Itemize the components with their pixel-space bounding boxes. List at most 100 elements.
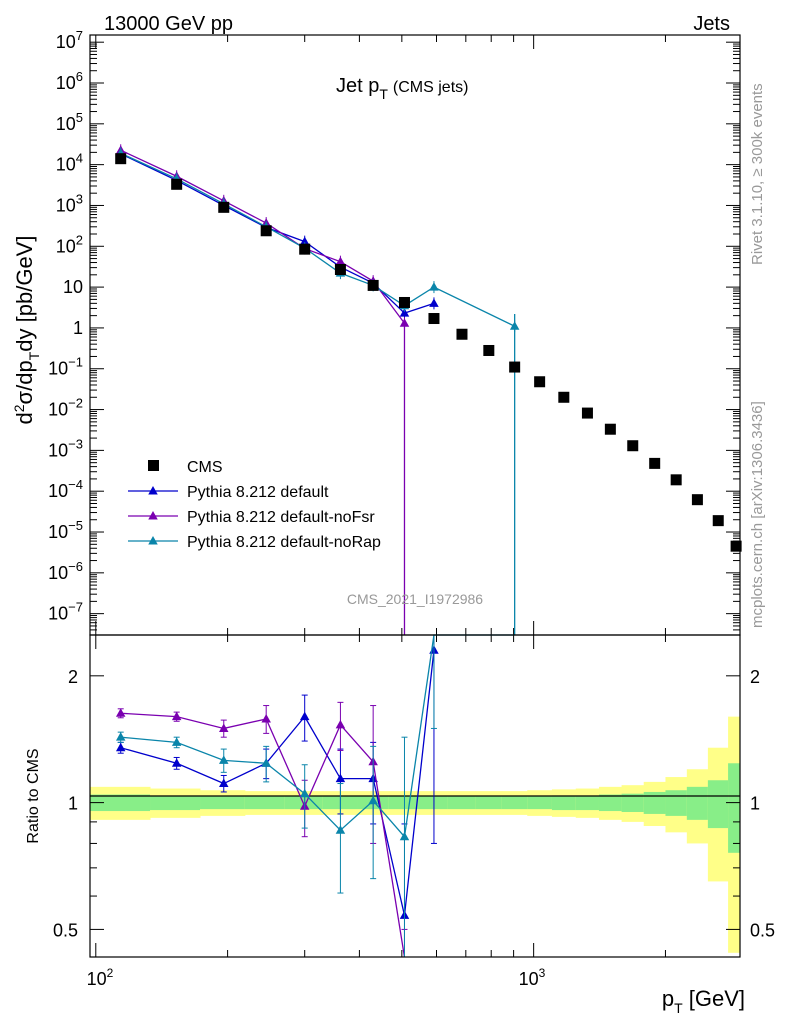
ratio-band-inner	[527, 796, 553, 810]
data-point	[428, 313, 440, 325]
ratio-point	[171, 711, 182, 721]
main-plot-panel: 10−7 10−6 10−5 10−4 10−3 10−2 10−1 1 10 102 103 104…	[48, 28, 742, 636]
ratio-band-inner	[707, 780, 729, 829]
data-point	[398, 296, 410, 308]
x-tick-label-1000: 103	[519, 966, 546, 989]
ratio-band-inner	[551, 795, 577, 811]
ratio-plot-panel: 0.5 0.5 1 1 2 2	[53, 634, 775, 958]
main-y-tick-labels: 10−7 10−6 10−5 10−4 10−3 10−2 10−1 1 10 102 103 104…	[48, 28, 83, 623]
legend-label: Pythia 8.212 default-noRap	[187, 534, 381, 551]
legend-label: Pythia 8.212 default	[187, 484, 329, 501]
main-y-tick-label: 10−2	[48, 396, 83, 420]
main-y-tick-label: 10−7	[48, 600, 83, 624]
data-point	[712, 515, 724, 527]
ratio-plot-frame	[89, 634, 741, 958]
data-point	[581, 407, 593, 419]
series-point	[335, 256, 346, 266]
main-series-layer	[115, 144, 742, 635]
ratio-band-inner	[686, 786, 709, 820]
ratio-y-axis-label: Ratio to CMS	[25, 748, 42, 843]
ratio-uncertainty-band	[90, 716, 741, 953]
ratio-band-inner	[665, 790, 688, 816]
main-y-tick-label: 10−6	[48, 559, 83, 583]
data-point	[649, 457, 661, 469]
ratio-point	[171, 737, 182, 746]
data-point	[334, 263, 346, 275]
main-y-tick-label: 10−4	[48, 477, 83, 501]
ratio-series-line	[120, 712, 406, 958]
series-point	[299, 236, 310, 246]
ratio-band-inner	[575, 795, 600, 811]
ratio-series-line	[120, 634, 515, 839]
analysis-id-label: CMS_2021_I1972986	[347, 591, 483, 607]
ratio-y-tick-label-right: 1	[750, 794, 760, 814]
series-line	[120, 149, 406, 324]
main-y-tick-label: 1	[73, 318, 83, 338]
ratio-band-inner	[728, 763, 741, 853]
mcplots-reference-label: mcplots.cern.ch [arXiv:1306.3436]	[749, 401, 766, 628]
main-y-tick-label: 102	[56, 232, 83, 256]
data-point	[299, 243, 311, 255]
ratio-point	[299, 711, 310, 721]
main-y-tick-label: 10−5	[48, 518, 83, 542]
data-point	[604, 423, 616, 435]
main-y-tick-label: 10−1	[48, 355, 83, 379]
data-point	[171, 178, 183, 190]
ratio-band-inner	[200, 796, 246, 810]
data-point	[115, 153, 127, 165]
ratio-series-line	[120, 650, 435, 916]
data-point	[218, 201, 230, 213]
legend-marker	[148, 486, 158, 495]
legend-label: Pythia 8.212 default-noFsr	[187, 509, 375, 526]
ratio-y-tick-label: 0.5	[53, 920, 78, 940]
data-point	[367, 279, 379, 291]
ratio-point	[115, 742, 126, 752]
ratio-point	[261, 758, 271, 767]
ratio-band-inner	[150, 795, 201, 811]
data-point	[691, 494, 703, 506]
ratio-band-inner	[90, 794, 151, 812]
main-y-tick-label: 10−3	[48, 436, 83, 460]
ratio-point	[115, 732, 126, 741]
ratio-band-inner	[621, 793, 645, 812]
ratio-axis-ticks: 0.5 0.5 1 1 2 2	[53, 635, 775, 957]
ratio-point	[219, 755, 229, 764]
data-point	[627, 440, 639, 452]
series-point	[399, 308, 410, 317]
series-point	[399, 318, 410, 327]
series-line	[120, 152, 515, 327]
ratio-point	[368, 795, 378, 805]
header-energy-label: 13000 GeV pp	[104, 13, 233, 35]
x-axis-label: pT [GeV]	[662, 986, 745, 1016]
data-point	[509, 361, 521, 373]
plot-title: Jet pT (CMS jets)	[336, 75, 468, 102]
legend-marker	[148, 511, 158, 520]
ratio-point	[171, 758, 182, 767]
ratio-band-inner	[501, 796, 528, 810]
data-point	[260, 225, 272, 237]
data-point	[483, 344, 495, 356]
data-point	[456, 328, 468, 340]
ratio-y-tick-label: 1	[68, 794, 78, 814]
x-tick-label-100: 102	[87, 966, 114, 989]
ratio-y-tick-label: 2	[68, 667, 78, 687]
series-point	[429, 282, 439, 291]
ratio-point	[335, 825, 346, 834]
ratio-band-inner	[643, 791, 666, 814]
ratio-point	[399, 831, 410, 841]
main-y-tick-label: 107	[56, 28, 83, 52]
rivet-version-label: Rivet 3.1.10, ≥ 300k events	[749, 83, 766, 265]
data-point	[730, 540, 742, 552]
ratio-y-tick-label-right: 2	[750, 667, 760, 687]
ratio-point	[115, 708, 126, 717]
series-point	[429, 298, 439, 307]
legend-marker-cms	[148, 460, 159, 471]
data-point	[670, 474, 682, 486]
ratio-point	[335, 773, 346, 783]
ratio-point	[335, 719, 346, 729]
main-y-tick-label: 106	[56, 69, 83, 93]
ratio-band-inner	[447, 796, 476, 810]
ratio-band-inner	[244, 796, 286, 810]
main-y-tick-label: 103	[56, 191, 83, 215]
